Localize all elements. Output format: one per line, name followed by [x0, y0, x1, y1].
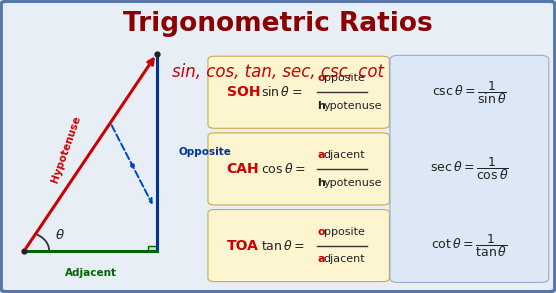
Text: ypotenuse: ypotenuse [324, 101, 383, 111]
Text: o: o [317, 73, 325, 84]
Text: Trigonometric Ratios: Trigonometric Ratios [123, 11, 433, 37]
Text: Hypotenuse: Hypotenuse [49, 115, 82, 184]
Text: SOH: SOH [227, 85, 260, 99]
FancyBboxPatch shape [390, 55, 549, 282]
FancyBboxPatch shape [208, 209, 389, 282]
Text: Opposite: Opposite [178, 147, 232, 157]
Text: $\cos\theta=$: $\cos\theta=$ [261, 162, 306, 176]
Text: o: o [317, 227, 325, 237]
Text: h: h [317, 101, 325, 111]
FancyBboxPatch shape [208, 133, 389, 205]
Text: pposite: pposite [324, 73, 365, 84]
Text: djacent: djacent [324, 150, 365, 160]
Text: djacent: djacent [324, 255, 365, 265]
Text: $\cot\theta=\dfrac{1}{\tan\theta}$: $\cot\theta=\dfrac{1}{\tan\theta}$ [431, 232, 508, 259]
Text: TOA: TOA [227, 239, 259, 253]
Bar [148, 246, 157, 251]
Text: CAH: CAH [227, 162, 259, 176]
Text: a: a [317, 255, 325, 265]
Text: $\tan\theta=$: $\tan\theta=$ [261, 239, 305, 253]
Text: h: h [317, 178, 325, 188]
Text: $\csc\theta=\dfrac{1}{\sin\theta}$: $\csc\theta=\dfrac{1}{\sin\theta}$ [432, 79, 507, 106]
Text: sin, cos, tan, sec, csc, cot: sin, cos, tan, sec, csc, cot [172, 63, 384, 81]
Text: Adjacent: Adjacent [64, 268, 117, 278]
Text: pposite: pposite [324, 227, 365, 237]
Text: a: a [317, 150, 325, 160]
FancyBboxPatch shape [208, 56, 389, 128]
Text: $\sin\theta=$: $\sin\theta=$ [261, 85, 302, 99]
Text: $\sec\theta=\dfrac{1}{\cos\theta}$: $\sec\theta=\dfrac{1}{\cos\theta}$ [430, 156, 509, 182]
Text: ypotenuse: ypotenuse [324, 178, 383, 188]
Text: $\theta$: $\theta$ [55, 228, 65, 242]
